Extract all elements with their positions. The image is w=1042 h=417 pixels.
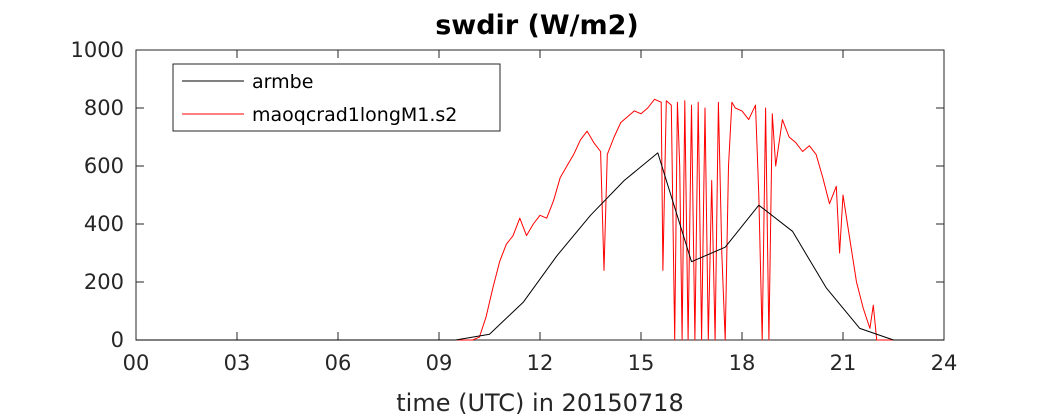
y-tick-label: 200	[84, 270, 124, 294]
legend-box	[172, 63, 501, 132]
legend-label-maoqcrad: maoqcrad1longM1.s2	[252, 104, 457, 126]
x-tick-label: 03	[224, 351, 251, 375]
x-tick-label: 24	[931, 351, 958, 375]
series-line-armbe	[136, 152, 944, 341]
x-tick-label: 09	[426, 351, 453, 375]
x-axis-label: time (UTC) in 20150718	[396, 389, 683, 417]
chart-title: swdir (W/m2)	[435, 10, 639, 41]
x-tick-label: 00	[123, 351, 150, 375]
series-line-maoqcrad1longM1.s2	[136, 98, 944, 341]
legend-label-armbe: armbe	[252, 71, 313, 93]
x-tick-label: 15	[628, 351, 655, 375]
y-tick-label: 0	[111, 328, 124, 352]
x-axis: 00 03 06 09 12 15 18 21 24	[123, 50, 958, 375]
y-tick-label: 1000	[71, 38, 124, 62]
x-tick-label: 06	[325, 351, 352, 375]
x-tick-label: 18	[729, 351, 756, 375]
y-tick-label: 800	[84, 96, 124, 120]
x-tick-label: 12	[527, 351, 554, 375]
y-axis: 0 200 400 600 800 1000	[71, 38, 944, 352]
y-tick-label: 400	[84, 212, 124, 236]
y-tick-label: 600	[84, 154, 124, 178]
series-layer	[136, 98, 944, 341]
legend: armbe maoqcrad1longM1.s2	[172, 63, 501, 132]
x-tick-label: 21	[830, 351, 857, 375]
